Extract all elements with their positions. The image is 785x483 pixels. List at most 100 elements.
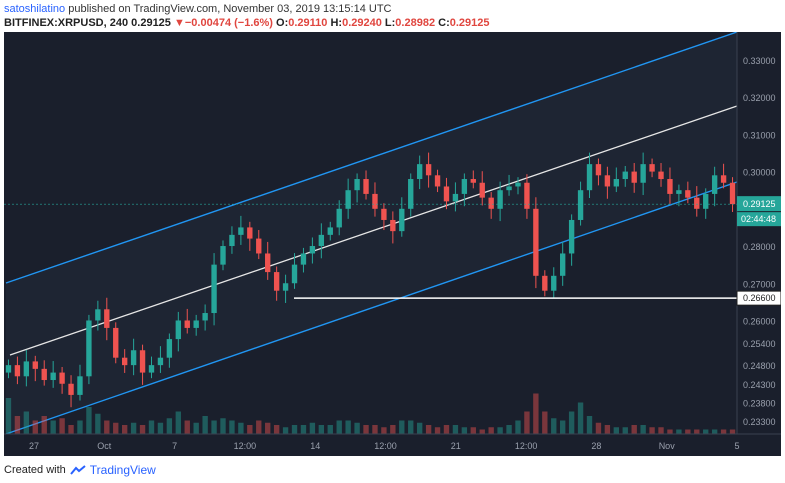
candle	[613, 167, 620, 193]
volume-bar	[452, 425, 459, 434]
volume-bar	[229, 420, 235, 434]
candle	[309, 237, 316, 264]
candle-body	[372, 193, 378, 209]
candle	[327, 221, 333, 241]
candle	[568, 214, 575, 266]
candle	[193, 314, 199, 336]
symbol-label: BITFINEX:XRPUSD, 240	[4, 17, 129, 29]
publish-info: satoshilatino published on TradingView.c…	[4, 3, 392, 15]
author-link[interactable]: satoshilatino	[4, 3, 66, 15]
volume-bar	[95, 413, 101, 434]
candle-body	[381, 208, 387, 220]
candle	[425, 152, 432, 188]
candle-body	[157, 357, 164, 366]
volume-bar	[586, 416, 593, 434]
ticker-info: BITFINEX:XRPUSD, 240 0.29125 ▼−0.00474 (…	[4, 17, 490, 29]
volume-bar	[113, 422, 119, 434]
candle	[104, 297, 110, 341]
price-tick-label: 0.32000	[743, 93, 776, 103]
volume-bar	[595, 422, 602, 434]
candle	[372, 182, 378, 217]
support-tag-label: 0.26600	[743, 293, 776, 303]
time-axis-ticks: 27 Oct 7 12:00 14 12:00 21 12:00 28 Nov 5	[29, 441, 740, 451]
volume-bar	[622, 427, 628, 434]
candle	[59, 367, 65, 394]
candle	[506, 174, 512, 196]
candle-body	[148, 365, 155, 373]
high-label: H:	[330, 17, 343, 29]
candle	[354, 173, 360, 203]
volume-bar	[390, 425, 396, 434]
published-text: published on TradingView.com, November 0…	[68, 3, 392, 15]
candle-body	[524, 182, 530, 209]
volume-bar	[59, 418, 65, 434]
candle-body	[318, 234, 325, 247]
candle-body	[622, 171, 628, 180]
volume-bar	[265, 422, 271, 434]
time-tick-label: 5	[734, 441, 739, 451]
candle	[77, 364, 83, 401]
volume-series	[5, 393, 736, 434]
candle	[14, 356, 21, 385]
candle	[381, 203, 387, 231]
candle-body	[425, 164, 432, 176]
candle	[452, 182, 459, 212]
countdown-tag	[737, 212, 781, 227]
candle-body	[59, 372, 65, 384]
volume-bar	[336, 420, 342, 434]
candle-body	[640, 164, 646, 183]
price-chart[interactable]: 0.33000 0.32000 0.31000 0.30000 0.28000 0.270…	[4, 31, 782, 456]
tradingview-brand[interactable]: TradingView	[89, 463, 156, 477]
volume-bar	[542, 411, 548, 434]
volume-bar	[193, 422, 199, 434]
candle	[711, 166, 718, 207]
volume-bar	[649, 427, 655, 434]
volume-bar	[41, 416, 47, 434]
candle-body	[345, 190, 351, 209]
volume-bar	[399, 420, 405, 434]
candle-body	[104, 309, 110, 328]
price-tick-label: 0.31000	[743, 130, 776, 140]
candle	[300, 247, 307, 273]
candle	[577, 181, 584, 226]
candle-series	[5, 152, 736, 408]
volume-bar	[533, 393, 539, 434]
candle-body	[5, 365, 12, 373]
candle-body	[568, 219, 575, 254]
price-tick-label: 0.25400	[743, 339, 776, 349]
candle	[685, 181, 691, 204]
candle-body	[86, 320, 92, 377]
volume-bar	[631, 425, 637, 434]
candle	[720, 163, 727, 189]
chart-area[interactable]: 0.33000 0.32000 0.31000 0.30000 0.28000 0.270…	[4, 31, 782, 456]
candle	[703, 188, 709, 219]
candle-body	[68, 383, 74, 395]
candle	[729, 177, 736, 212]
candle-body	[121, 357, 128, 366]
candle	[318, 223, 325, 259]
candle	[622, 166, 628, 187]
price-tick-label: 0.23300	[743, 417, 776, 427]
time-axis-bg	[4, 434, 781, 456]
candle	[265, 241, 271, 280]
candle-body	[95, 309, 101, 321]
footer: Created with TradingView	[4, 463, 156, 477]
candle-body	[390, 219, 396, 232]
candle	[184, 308, 190, 334]
volume-bar	[238, 422, 244, 434]
change-down-icon: ▼	[173, 17, 185, 29]
volume-bar	[372, 425, 378, 434]
candle	[497, 181, 503, 222]
candle	[416, 155, 423, 190]
candle	[157, 346, 164, 373]
volume-bar	[104, 420, 110, 434]
candle-body	[247, 227, 253, 239]
volume-bar	[470, 427, 476, 434]
volume-bar	[345, 420, 351, 434]
candle-body	[604, 175, 611, 187]
candle-body	[256, 238, 262, 254]
volume-bar	[318, 425, 325, 434]
volume-bar	[408, 420, 414, 434]
countdown-label: 02:44:48	[741, 214, 776, 224]
candle-body	[327, 227, 333, 235]
